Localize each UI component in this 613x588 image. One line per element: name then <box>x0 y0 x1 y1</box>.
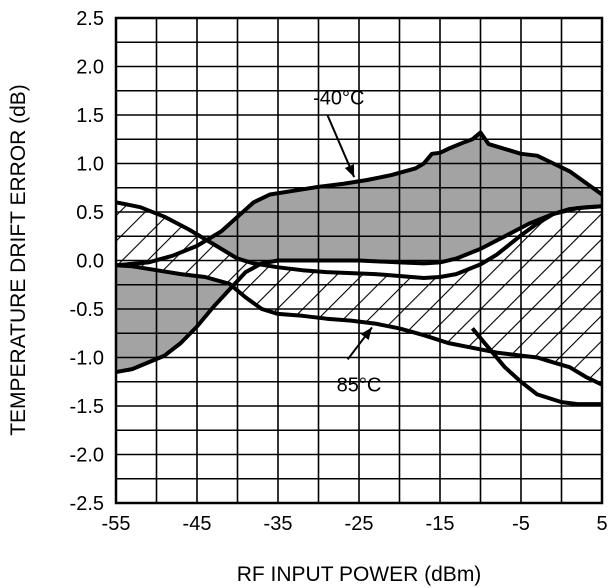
extra-curve-0 <box>470 327 602 407</box>
annotation-label: 85°C <box>337 375 382 397</box>
series-1-lower-curve <box>116 263 602 387</box>
x-axis-title: RF INPUT POWER (dBm) <box>237 563 482 586</box>
y-tick-label: 1.5 <box>76 105 104 127</box>
x-tick-labels: -55 -45 -35 -25 -15 -5 5 <box>102 513 608 535</box>
band-curves <box>116 130 602 407</box>
y-tick-label: 2.5 <box>76 8 104 30</box>
y-tick-label: -2.5 <box>70 493 104 515</box>
y-tick-label: -1.0 <box>70 348 104 370</box>
y-tick-label: 2.0 <box>76 57 104 79</box>
y-tick-label: 0.0 <box>76 251 104 273</box>
y-axis-title: TEMPERATURE DRIFT ERROR (dB) <box>7 84 30 436</box>
y-tick-label: 1.0 <box>76 154 104 176</box>
x-tick-label: -5 <box>512 513 530 535</box>
plot-frame <box>114 16 604 505</box>
y-tick-label: -2.0 <box>70 445 104 467</box>
x-tick-label: -45 <box>183 513 212 535</box>
y-tick-label: 0.5 <box>76 202 104 224</box>
y-tick-labels: 2.5 2.0 1.5 1.0 0.5 0.0 -0.5 -1.0 -1.5 -2.0 -2.5 <box>70 8 104 515</box>
x-tick-label: -55 <box>102 513 131 535</box>
annotations: -40°C 85°C <box>313 88 381 397</box>
x-tick-label: -15 <box>426 513 455 535</box>
annotation-label: -40°C <box>313 88 364 110</box>
series-0-upper-curve <box>116 130 602 268</box>
series-1-upper-curve <box>116 200 602 280</box>
grid-lines <box>116 18 602 503</box>
series-0-lower-curve <box>116 204 602 374</box>
y-tick-label: -0.5 <box>70 299 104 321</box>
x-tick-label: -25 <box>345 513 374 535</box>
y-tick-label: -1.5 <box>70 396 104 418</box>
annotation-arrowhead <box>360 327 372 341</box>
x-tick-label: -35 <box>264 513 293 535</box>
annotation-arrowhead <box>344 164 355 178</box>
x-tick-label: 5 <box>596 513 607 535</box>
